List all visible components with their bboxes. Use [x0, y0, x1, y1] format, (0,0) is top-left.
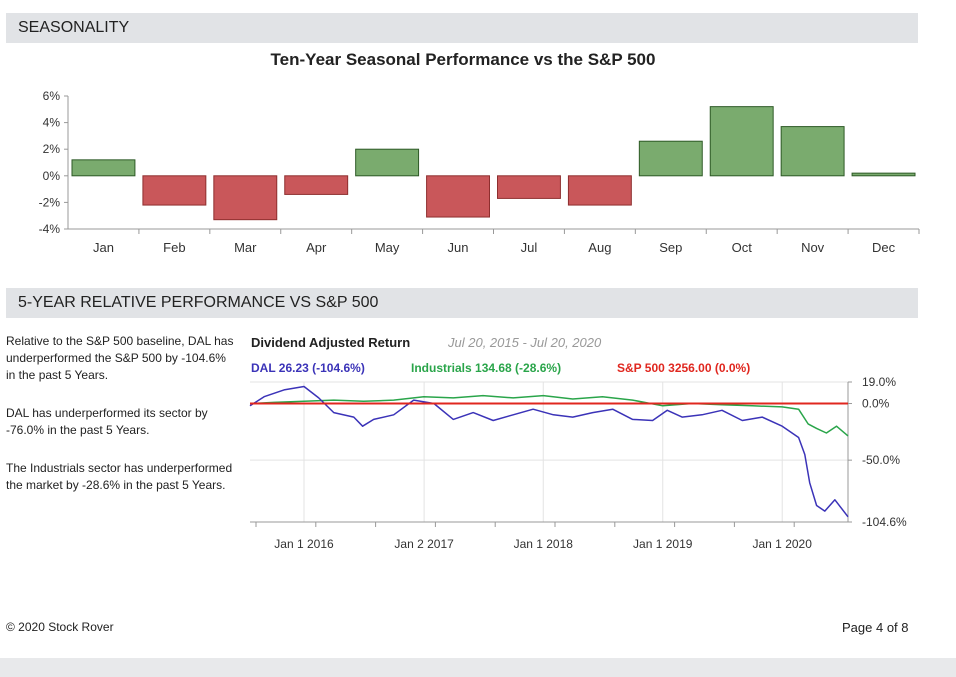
bar-y-tick-label: 2%	[43, 142, 61, 156]
line-chart-date-range: Jul 20, 2015 - Jul 20, 2020	[448, 335, 602, 350]
bar-jan	[71, 159, 136, 177]
bar-sep	[638, 140, 703, 177]
bar-x-tick-label: Oct	[732, 240, 753, 255]
dal-series-line	[249, 385, 849, 518]
legend-dal: DAL 26.23 (-104.6%)	[251, 361, 365, 375]
line-x-tick-label: Jan 1 2018	[514, 537, 574, 551]
bar-y-tick-label: -4%	[39, 222, 61, 236]
seasonality-header: SEASONALITY	[6, 13, 918, 43]
line-y-tick-label: -104.6%	[862, 515, 907, 529]
industrials-series-line	[249, 394, 849, 437]
note-vs-sector: DAL has underperformed its sector by -76…	[6, 406, 208, 437]
bar-apr	[284, 175, 349, 195]
line-y-tick-label: 19.0%	[862, 375, 896, 389]
copyright: © 2020 Stock Rover	[6, 620, 114, 634]
bar-dec	[851, 172, 916, 177]
bar-x-tick-label: May	[375, 240, 400, 255]
bar-x-tick-label: Feb	[163, 240, 185, 255]
bar-may	[355, 148, 420, 177]
legend-industrials: Industrials 134.68 (-28.6%)	[411, 361, 562, 375]
page-number: Page 4 of 8	[842, 620, 909, 635]
note-vs-sp500: Relative to the S&P 500 baseline, DAL ha…	[6, 334, 234, 382]
relative-performance-header: 5-YEAR RELATIVE PERFORMANCE VS S&P 500	[6, 288, 918, 318]
bar-x-tick-label: Nov	[801, 240, 825, 255]
line-chart-heading: Dividend Adjusted Return	[251, 335, 411, 350]
bar-y-tick-label: 4%	[43, 116, 61, 130]
bar-x-tick-label: Sep	[659, 240, 682, 255]
bottom-band	[0, 658, 956, 677]
line-x-tick-label: Jan 1 2019	[633, 537, 693, 551]
bar-x-tick-label: Jan	[93, 240, 114, 255]
seasonal-bar-chart: 6% 4% 2% 0% -2% -4% Jan Feb Mar Apr May Jun Jul Aug Se…	[39, 89, 920, 255]
bar-x-tick-label: Dec	[872, 240, 896, 255]
bar-y-tick-label: 6%	[43, 89, 61, 103]
line-y-tick-label: -50.0%	[862, 453, 900, 467]
bar-x-tick-label: Jul	[521, 240, 538, 255]
bar-jun	[426, 175, 491, 218]
line-x-tick-label: Jan 2 2017	[394, 537, 454, 551]
bar-x-tick-label: Mar	[234, 240, 257, 255]
note-sector-vs-market: The Industrials sector has underperforme…	[6, 461, 233, 492]
bar-oct	[709, 106, 774, 177]
bar-x-tick-label: Apr	[306, 240, 327, 255]
bar-nov	[780, 126, 845, 177]
bar-jul	[497, 175, 561, 199]
bar-y-tick-label: -2%	[39, 195, 61, 209]
line-x-tick-label: Jan 1 2020	[753, 537, 813, 551]
bar-x-tick-label: Jun	[448, 240, 469, 255]
bar-y-tick-label: 0%	[43, 169, 61, 183]
seasonal-chart-title: Ten-Year Seasonal Performance vs the S&P…	[270, 50, 656, 69]
line-x-tick-label: Jan 1 2016	[274, 537, 334, 551]
bar-aug	[567, 175, 632, 206]
line-y-tick-label: 0.0%	[862, 397, 890, 411]
legend-sp500: S&P 500 3256.00 (0.0%)	[617, 361, 751, 375]
bar-feb	[142, 175, 207, 206]
bar-x-tick-label: Aug	[588, 240, 611, 255]
bar-mar	[213, 175, 278, 221]
